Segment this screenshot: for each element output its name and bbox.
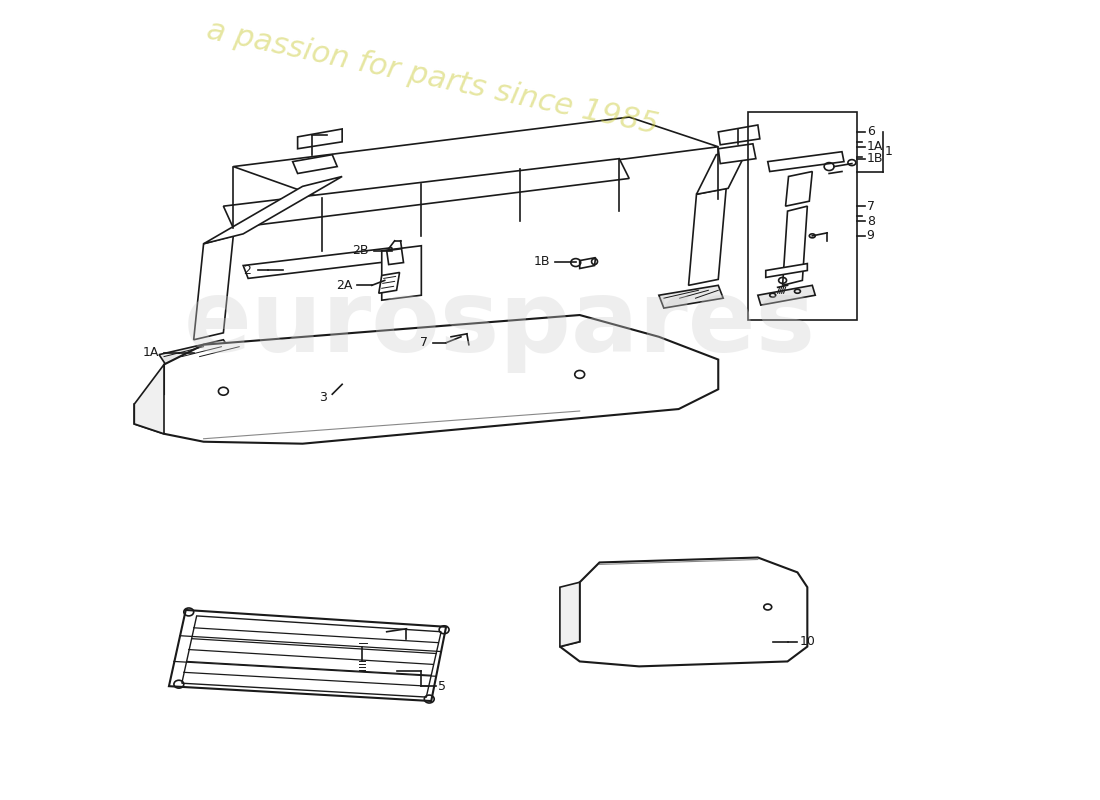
Text: 1: 1 — [884, 146, 892, 158]
Text: 7: 7 — [420, 336, 428, 350]
Text: 3: 3 — [319, 390, 328, 404]
Polygon shape — [785, 171, 812, 206]
Polygon shape — [718, 144, 756, 163]
Polygon shape — [659, 286, 723, 308]
Polygon shape — [382, 246, 421, 300]
Polygon shape — [689, 188, 726, 286]
Text: 9: 9 — [867, 230, 875, 242]
Text: 1B: 1B — [867, 152, 883, 165]
Polygon shape — [182, 616, 441, 697]
Polygon shape — [204, 177, 342, 244]
Polygon shape — [223, 158, 629, 228]
Polygon shape — [782, 206, 807, 286]
Text: 2B: 2B — [352, 244, 368, 257]
Polygon shape — [298, 129, 342, 149]
Text: 2: 2 — [243, 264, 251, 277]
Polygon shape — [387, 249, 404, 265]
Polygon shape — [758, 286, 815, 305]
Polygon shape — [293, 154, 338, 174]
Polygon shape — [194, 236, 233, 340]
Polygon shape — [169, 610, 447, 701]
Polygon shape — [134, 365, 164, 434]
Polygon shape — [378, 273, 399, 294]
Polygon shape — [233, 117, 718, 198]
Text: 10: 10 — [800, 635, 815, 648]
Bar — [748, 112, 857, 320]
Text: a passion for parts since 1985: a passion for parts since 1985 — [204, 15, 660, 139]
Text: 6: 6 — [867, 126, 875, 138]
Text: 1A: 1A — [143, 346, 160, 359]
Polygon shape — [696, 149, 748, 194]
Polygon shape — [768, 152, 844, 171]
Bar — [358, 638, 368, 646]
Text: 1A: 1A — [867, 140, 883, 154]
Text: 7: 7 — [867, 200, 875, 213]
Text: 2A: 2A — [336, 279, 352, 292]
Bar — [362, 625, 372, 632]
Polygon shape — [718, 125, 760, 145]
Text: 8: 8 — [867, 214, 875, 227]
Polygon shape — [580, 258, 595, 269]
Polygon shape — [134, 315, 718, 444]
Polygon shape — [560, 558, 807, 666]
Polygon shape — [243, 248, 397, 278]
Polygon shape — [766, 263, 807, 278]
Text: eurospares: eurospares — [184, 277, 816, 374]
Text: 5: 5 — [438, 680, 447, 693]
Polygon shape — [160, 340, 233, 370]
Polygon shape — [560, 582, 580, 646]
Text: 1B: 1B — [534, 255, 550, 268]
